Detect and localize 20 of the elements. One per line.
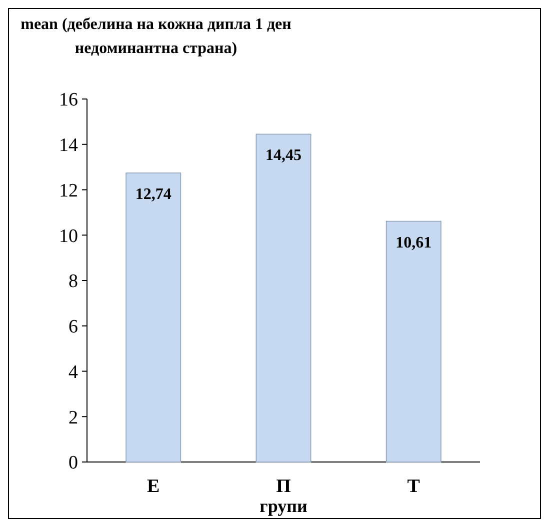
- x-axis-title: групи: [260, 496, 308, 516]
- y-tick-label: 10: [59, 226, 78, 247]
- y-tick-label: 4: [68, 362, 78, 383]
- bar: [256, 134, 312, 462]
- y-tick-label: 2: [68, 407, 78, 428]
- y-tick-label: 6: [68, 316, 78, 338]
- y-tick-label: 16: [59, 90, 78, 111]
- y-tick-label: 14: [59, 135, 78, 156]
- data-label: 14,45: [266, 147, 302, 164]
- data-label: 10,61: [396, 234, 432, 252]
- bar: [386, 220, 442, 462]
- x-tick-label: П: [276, 476, 292, 497]
- x-tick-label: Т: [407, 476, 420, 497]
- x-tick-label: Е: [147, 476, 160, 497]
- y-tick-label: 0: [68, 452, 78, 474]
- y-tick-label: 8: [68, 271, 78, 292]
- data-label: 12,74: [135, 186, 172, 203]
- y-tick-label: 12: [59, 180, 78, 202]
- chart-title: mean (дебелина на кожна дипла 1 ден недоминантна страна): [20, 15, 292, 59]
- bar: [126, 172, 182, 462]
